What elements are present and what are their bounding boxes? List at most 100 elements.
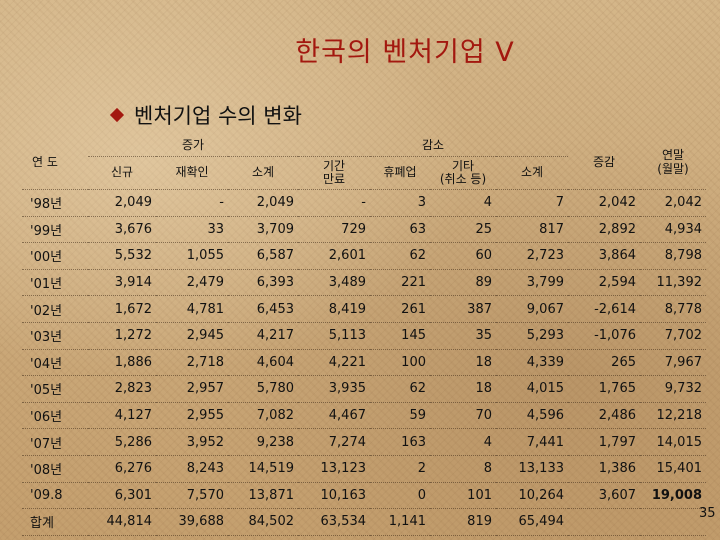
cell-expired: - [298, 189, 370, 217]
cell-year-end: 7,702 [640, 322, 706, 350]
cell-closed: 3 [370, 189, 430, 217]
cell-new: 3,676 [88, 216, 156, 244]
cell-year-end: 14,015 [640, 428, 706, 456]
cell-year: '99년 [22, 216, 88, 244]
cell-reconfirm: 2,955 [156, 402, 228, 430]
cell-expired: 13,123 [298, 455, 370, 483]
venture-count-table: 연 도 증가 감소 증감 연말 (월말) 신규 재확인 소계 기간 만료 휴폐업… [22, 136, 706, 536]
cell-net-change: -1,076 [568, 322, 640, 350]
header-row-2: 신규 재확인 소계 기간 만료 휴폐업 기타 (취소 등) 소계 [22, 156, 706, 190]
diamond-bullet-icon [109, 107, 125, 123]
cell-year: '06년 [22, 402, 88, 430]
table-row: '03년 1,272 2,945 4,217 5,113 145 35 5,293 -1,076… [22, 322, 706, 350]
cell-year-end: 4,934 [640, 216, 706, 244]
header-decrease-subtotal: 소계 [496, 156, 568, 190]
cell-closed: 63 [370, 216, 430, 244]
cell-reconfirm: 4,781 [156, 295, 228, 323]
cell-year-end [640, 508, 706, 536]
cell-expired: 4,467 [298, 402, 370, 430]
cell-other: 60 [430, 242, 496, 270]
cell-year-end: 8,798 [640, 242, 706, 270]
cell-decrease-subtotal: 9,067 [496, 295, 568, 323]
header-increase: 증가 [88, 136, 298, 157]
cell-new: 1,886 [88, 349, 156, 377]
cell-increase-subtotal: 6,587 [228, 242, 298, 270]
cell-decrease-subtotal: 7,441 [496, 428, 568, 456]
cell-new: 1,272 [88, 322, 156, 350]
cell-decrease-subtotal: 2,723 [496, 242, 568, 270]
cell-closed: 62 [370, 375, 430, 403]
cell-year-end: 7,967 [640, 349, 706, 377]
header-other: 기타 (취소 등) [430, 156, 496, 190]
cell-decrease-subtotal: 10,264 [496, 482, 568, 510]
cell-year: '01년 [22, 269, 88, 297]
cell-reconfirm: - [156, 189, 228, 217]
cell-closed: 145 [370, 322, 430, 350]
cell-net-change: 3,607 [568, 482, 640, 510]
cell-new: 2,823 [88, 375, 156, 403]
table-row: '09.8 6,301 7,570 13,871 10,163 0 101 10,264 3,6… [22, 482, 706, 510]
cell-increase-subtotal: 6,393 [228, 269, 298, 297]
cell-year-end: 9,732 [640, 375, 706, 403]
cell-reconfirm: 2,718 [156, 349, 228, 377]
cell-other: 89 [430, 269, 496, 297]
cell-closed: 100 [370, 349, 430, 377]
cell-net-change [568, 508, 640, 536]
cell-other: 8 [430, 455, 496, 483]
cell-net-change: 2,486 [568, 402, 640, 430]
cell-reconfirm: 2,957 [156, 375, 228, 403]
cell-net-change: 2,594 [568, 269, 640, 297]
cell-reconfirm: 7,570 [156, 482, 228, 510]
cell-decrease-subtotal: 4,596 [496, 402, 568, 430]
cell-other: 18 [430, 349, 496, 377]
table-row: 합계 44,814 39,688 84,502 63,534 1,141 819 65,494 [22, 508, 706, 536]
cell-expired: 3,935 [298, 375, 370, 403]
cell-closed: 59 [370, 402, 430, 430]
cell-other: 25 [430, 216, 496, 244]
cell-increase-subtotal: 4,217 [228, 322, 298, 350]
cell-reconfirm: 1,055 [156, 242, 228, 270]
table-row: '04년 1,886 2,718 4,604 4,221 100 18 4,339 265 7,9… [22, 349, 706, 377]
cell-new: 5,532 [88, 242, 156, 270]
cell-reconfirm: 2,945 [156, 322, 228, 350]
table-row: '99년 3,676 33 3,709 729 63 25 817 2,892 4,934 [22, 216, 706, 244]
slide-title: 한국의 벤처기업 V [295, 37, 515, 68]
cell-decrease-subtotal: 4,015 [496, 375, 568, 403]
cell-year-end: 12,218 [640, 402, 706, 430]
slide-subtitle: 벤처기업 수의 변화 [134, 104, 302, 128]
cell-other: 70 [430, 402, 496, 430]
cell-closed: 2 [370, 455, 430, 483]
table-row: '08년 6,276 8,243 14,519 13,123 2 8 13,133 1,386 1… [22, 455, 706, 483]
cell-other: 4 [430, 189, 496, 217]
subtitle-row: 벤처기업 수의 변화 [109, 100, 302, 130]
header-year: 연 도 [22, 136, 88, 190]
table-row: '01년 3,914 2,479 6,393 3,489 221 89 3,799 2,594 1… [22, 269, 706, 297]
cell-expired: 729 [298, 216, 370, 244]
cell-net-change: 1,765 [568, 375, 640, 403]
cell-decrease-subtotal: 7 [496, 189, 568, 217]
cell-net-change: 2,892 [568, 216, 640, 244]
cell-reconfirm: 3,952 [156, 428, 228, 456]
cell-increase-subtotal: 4,604 [228, 349, 298, 377]
cell-year: '04년 [22, 349, 88, 377]
header-increase-subtotal: 소계 [228, 156, 298, 190]
cell-closed: 0 [370, 482, 430, 510]
cell-reconfirm: 39,688 [156, 508, 228, 536]
cell-year-end: 2,042 [640, 189, 706, 217]
cell-expired: 2,601 [298, 242, 370, 270]
cell-year: '08년 [22, 455, 88, 483]
cell-decrease-subtotal: 4,339 [496, 349, 568, 377]
cell-other: 4 [430, 428, 496, 456]
cell-year-end: 15,401 [640, 455, 706, 483]
header-net-change: 증감 [568, 136, 640, 190]
cell-year: '02년 [22, 295, 88, 323]
cell-new: 2,049 [88, 189, 156, 217]
header-closed: 휴폐업 [370, 156, 430, 190]
cell-expired: 8,419 [298, 295, 370, 323]
cell-other: 35 [430, 322, 496, 350]
table-row: '06년 4,127 2,955 7,082 4,467 59 70 4,596 2,486 12… [22, 402, 706, 430]
cell-reconfirm: 33 [156, 216, 228, 244]
cell-year: '09.8 [22, 482, 88, 510]
cell-closed: 261 [370, 295, 430, 323]
cell-closed: 221 [370, 269, 430, 297]
